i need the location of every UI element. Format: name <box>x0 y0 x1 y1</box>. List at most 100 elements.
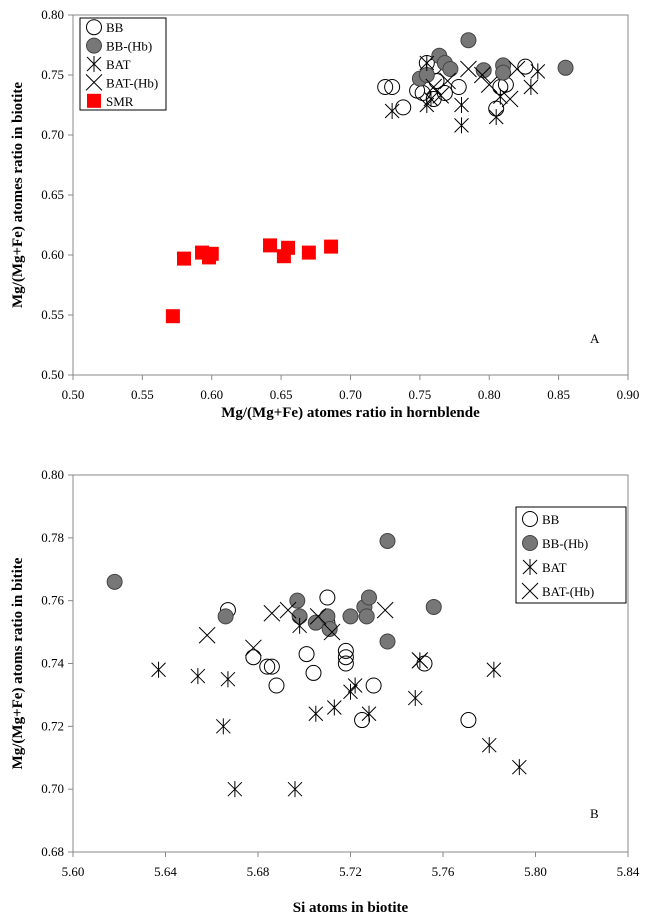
chart-A: 0.50 0.55 0.60 0.65 0.70 0.75 0.80 0.85 0.90 0.50… <box>10 7 639 421</box>
data-point <box>337 655 354 672</box>
open-circle-mark <box>305 664 322 681</box>
data-point <box>268 677 285 694</box>
asterisk-mark <box>215 718 231 735</box>
data-point <box>309 608 327 625</box>
data-point <box>217 608 234 625</box>
legend-marker <box>522 559 538 575</box>
y-tick-label: 0.78 <box>41 530 64 545</box>
legend-marker <box>85 74 103 91</box>
data-point <box>481 737 497 754</box>
open-circle-mark <box>460 712 477 729</box>
asterisk-mark <box>347 677 363 694</box>
y-tick-label: 0.68 <box>41 844 64 859</box>
legend-label: BAT-(Hb) <box>542 584 594 599</box>
y-axis-label: Mg/(Mg+Fe) atomes ratio in biotite <box>10 82 26 308</box>
y-tick-label: 0.55 <box>41 307 64 322</box>
filled-circle-mark <box>522 535 538 551</box>
data-point <box>475 62 492 79</box>
open-circle-mark <box>384 79 401 95</box>
y-tick-label: 0.76 <box>41 593 64 608</box>
data-point <box>384 103 400 119</box>
open-circle-mark <box>298 646 315 663</box>
filled-circle-mark <box>495 64 512 81</box>
cross-mark <box>432 87 450 104</box>
data-point <box>495 64 512 81</box>
square-mark <box>177 251 191 266</box>
asterisk-mark <box>486 661 502 678</box>
legend-label: SMR <box>106 94 134 109</box>
y-tick-label: 0.72 <box>41 718 64 733</box>
asterisk-mark <box>492 88 508 105</box>
legend-marker <box>87 93 101 108</box>
asterisk-mark <box>361 705 377 722</box>
series-BAT-(Hb) <box>198 601 429 669</box>
x-tick-label: 0.50 <box>62 387 85 402</box>
data-point <box>411 652 429 669</box>
asterisk-mark <box>488 109 504 125</box>
series-BB-(Hb) <box>106 532 442 650</box>
data-point <box>308 705 324 722</box>
x-tick-label: 0.90 <box>617 387 640 402</box>
x-tick-label: 0.55 <box>131 387 154 402</box>
legend-marker <box>522 535 538 551</box>
data-point <box>319 589 336 606</box>
square-mark <box>263 238 278 253</box>
cross-mark <box>411 652 429 669</box>
open-circle-mark <box>319 589 336 606</box>
cross-mark <box>473 66 491 84</box>
asterisk-mark <box>220 671 236 688</box>
x-tick-label: 0.70 <box>339 387 362 402</box>
open-circle-mark <box>245 649 262 666</box>
x-tick-label: 0.65 <box>270 387 293 402</box>
data-point <box>287 781 303 798</box>
data-point <box>460 60 477 78</box>
legend-label: BB-(Hb) <box>542 536 588 551</box>
data-point <box>419 97 435 113</box>
y-tick-label: 0.80 <box>41 7 64 22</box>
data-point <box>377 79 394 95</box>
data-point <box>301 245 316 260</box>
series-SMR <box>165 238 339 324</box>
data-point <box>227 781 243 798</box>
data-point <box>425 78 443 96</box>
y-tick-label: 0.70 <box>41 781 64 796</box>
asterisk-mark <box>530 63 546 80</box>
filled-circle-mark <box>86 37 102 54</box>
y-tick-label: 0.74 <box>41 656 64 671</box>
asterisk-mark <box>522 559 538 575</box>
cross-mark <box>460 60 477 78</box>
data-point <box>354 712 371 729</box>
data-point <box>337 649 354 666</box>
asterisk-mark <box>407 690 423 707</box>
series-BAT <box>151 617 527 798</box>
data-point <box>454 117 469 134</box>
x-tick-label: 5.68 <box>247 864 270 879</box>
filled-circle-mark <box>217 608 234 625</box>
data-point <box>407 690 423 707</box>
data-point <box>281 240 296 255</box>
data-point <box>190 668 206 685</box>
series-BAT-(Hb) <box>425 60 526 108</box>
open-circle-mark <box>522 511 538 527</box>
y-tick-label: 0.60 <box>41 247 64 262</box>
data-point <box>460 32 477 49</box>
x-tick-label: 5.80 <box>524 864 547 879</box>
data-point <box>361 705 377 722</box>
square-mark <box>87 93 101 108</box>
filled-circle-mark <box>379 532 396 549</box>
data-point <box>358 608 375 625</box>
data-point <box>321 620 338 637</box>
asterisk-mark <box>384 103 400 119</box>
panel-label: B <box>590 806 599 821</box>
filled-circle-mark <box>379 633 396 650</box>
filled-circle-mark <box>321 620 338 637</box>
data-point <box>324 239 339 254</box>
legend-marker <box>86 56 102 72</box>
legend-marker <box>86 19 102 36</box>
data-point <box>198 626 216 644</box>
data-point <box>323 623 341 641</box>
cross-mark <box>521 582 539 600</box>
square-mark <box>324 239 339 254</box>
square-mark <box>204 246 219 261</box>
